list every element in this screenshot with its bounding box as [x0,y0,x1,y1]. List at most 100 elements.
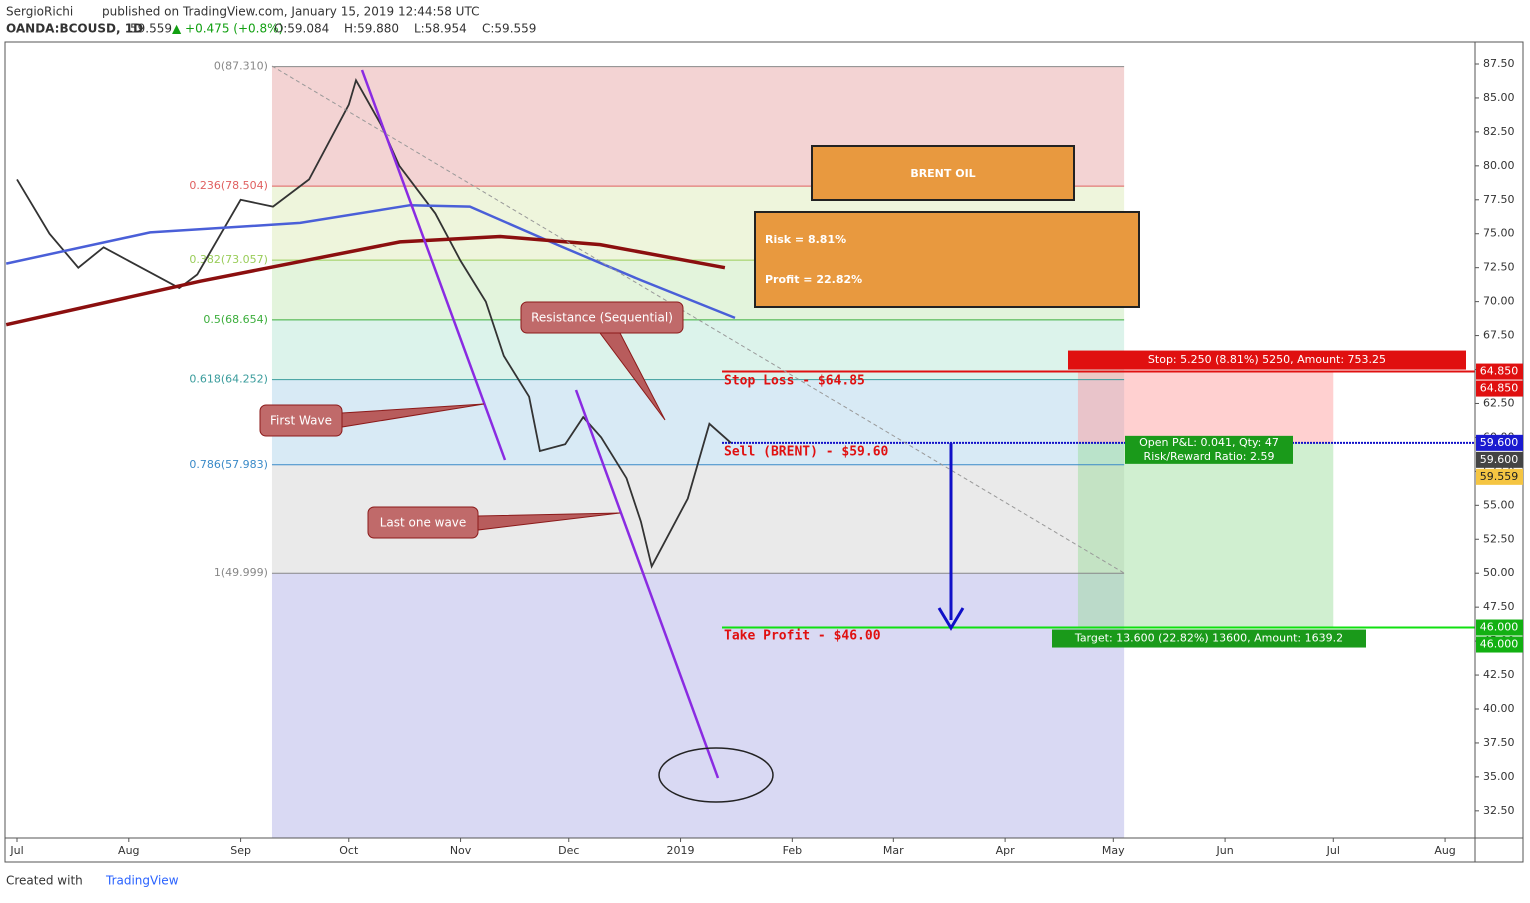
trend-line [574,389,720,779]
price-label-box [1476,380,1523,397]
fib-label: 0.5(68.654) [203,313,268,326]
y-tick-label: 50.00 [1483,566,1515,579]
y-tick-label: 85.00 [1483,91,1515,104]
y-tick-label: 70.00 [1483,295,1515,308]
x-tick-label: Dec [558,844,579,857]
moving-average [5,203,736,320]
ohlc: H:59.880 [344,22,399,36]
arrow-head [937,607,965,631]
fib-label: 0.236(78.504) [189,179,268,192]
target-info: Target: 13.600 (22.82%) 13600, Amount: 1… [1074,632,1343,645]
title-box [811,145,1075,201]
callout-text: Last one wave [380,516,467,530]
last: 59.559 [130,22,172,36]
published: published on TradingView.com, January 15… [102,5,479,19]
change: ▲ +0.475 (+0.8%) [172,22,283,36]
y-tick-label: 75.00 [1483,227,1515,240]
price-label-box [1476,636,1523,653]
fib-label: 0.618(64.252) [189,373,268,386]
x-tick-label: Oct [339,844,359,857]
y-tick-label: 55.00 [1483,498,1515,511]
risk: Risk = 8.81% [765,233,846,246]
symbol: OANDA:BCOUSD, 1D [6,22,143,36]
fib-zone [271,319,1125,380]
callout [259,404,343,437]
take-profit-label: Take Profit - $46.00 [724,629,881,644]
stop-info: Stop: 5.250 (8.81%) 5250, Amount: 753.25 [1148,353,1386,366]
brand: TradingView [105,874,179,888]
callout [367,506,479,539]
price-label: 64.850 [1480,382,1519,395]
x-tick-label: Feb [783,844,802,857]
pnl-info: Open P&L: 0.041, Qty: 47 [1139,436,1279,449]
fib-label: 0.786(57.983) [189,458,268,471]
price-label: 59.600 [1480,436,1519,449]
x-tick-label: Apr [996,844,1016,857]
y-tick-label: 82.50 [1483,125,1515,138]
callout [520,301,684,334]
fib-label: 0(87.310) [214,60,268,73]
fib-label: 0.382(73.057) [189,253,268,266]
trend-line [360,69,507,461]
y-tick-label: 80.00 [1483,159,1515,172]
stop-info-box [1068,350,1466,370]
x-tick-label: Jul [1326,844,1340,857]
price-label: 59.559 [1480,470,1519,483]
price-label-box [1476,434,1523,451]
x-tick-label: May [1102,844,1125,857]
x-tick-label: Jul [9,844,23,857]
price-label-box [1476,451,1523,468]
ohlc: L:58.954 [414,22,467,36]
y-tick-label: 32.50 [1483,804,1515,817]
fib-label: 1(49.999) [214,566,268,579]
sell-label: Sell (BRENT) - $59.60 [724,445,889,460]
y-tick-label: 47.50 [1483,600,1515,613]
footer: Created with [6,874,83,888]
ratio-info: Risk/Reward Ratio: 2.59 [1144,450,1275,463]
y-tick-label: 40.00 [1483,702,1515,715]
price-label-box [1476,619,1523,636]
fib-zone [271,573,1125,838]
y-tick-label: 52.50 [1483,532,1515,545]
y-tick-label: 72.50 [1483,261,1515,274]
pnl-box [1125,435,1293,464]
x-tick-label: Sep [230,844,251,857]
y-tick-label: 42.50 [1483,668,1515,681]
ellipse [658,747,774,803]
price-label-box [1476,363,1523,380]
price-label: 46.000 [1480,638,1519,651]
x-tick-label: Mar [883,844,904,857]
ohlc: O:59.084 [274,22,329,36]
price-label: 59.600 [1480,453,1519,466]
callout-text: First Wave [270,414,332,428]
price-label: 64.850 [1480,365,1519,378]
stop-loss-label: Stop Loss - $64.85 [724,374,865,389]
moving-average [5,234,726,327]
target-info-box [1052,629,1366,648]
x-tick-label: Aug [1434,844,1455,857]
fib-trend [271,65,1125,574]
y-tick-label: 67.50 [1483,329,1515,342]
y-tick-label: 62.50 [1483,396,1515,409]
callout-text: Resistance (Sequential) [531,311,673,325]
title: BRENT OIL [910,167,975,180]
reward-zone [1077,442,1334,628]
fib-zone [271,379,1125,465]
y-tick-label: 87.50 [1483,57,1515,70]
x-tick-label: Nov [450,844,472,857]
profit: Profit = 22.82% [765,273,862,286]
price-label-box [1476,468,1523,485]
price-line [16,78,732,569]
price-label: 46.000 [1480,621,1519,634]
y-tick-label: 77.50 [1483,193,1515,206]
y-tick-label: 37.50 [1483,736,1515,749]
risk-zone [1077,371,1334,443]
x-tick-label: Jun [1215,844,1233,857]
x-tick-label: Aug [118,844,139,857]
author: SergioRichi [6,5,73,19]
ohlc: C:59.559 [482,22,536,36]
y-tick-label: 35.00 [1483,770,1515,783]
risk-box [754,211,1140,308]
x-tick-label: 2019 [667,844,695,857]
